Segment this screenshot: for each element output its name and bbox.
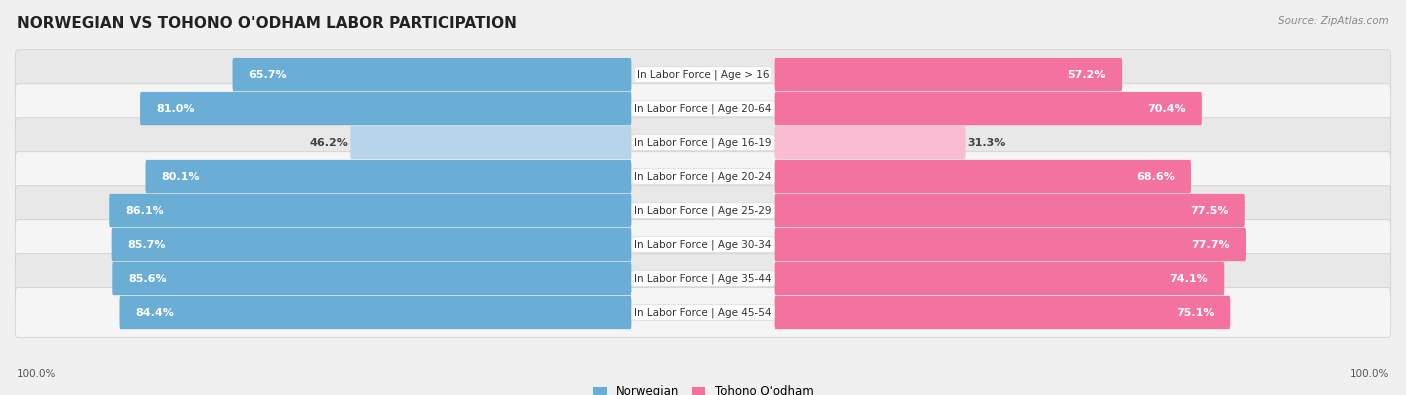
Text: 31.3%: 31.3% — [967, 137, 1007, 148]
FancyBboxPatch shape — [15, 118, 1391, 167]
Text: 65.7%: 65.7% — [249, 70, 287, 79]
Text: In Labor Force | Age 16-19: In Labor Force | Age 16-19 — [634, 137, 772, 148]
Text: 80.1%: 80.1% — [162, 171, 200, 182]
FancyBboxPatch shape — [15, 84, 1391, 134]
Text: 74.1%: 74.1% — [1170, 273, 1208, 284]
Text: 75.1%: 75.1% — [1175, 308, 1215, 318]
Text: 77.7%: 77.7% — [1191, 239, 1230, 250]
Text: 68.6%: 68.6% — [1136, 171, 1175, 182]
FancyBboxPatch shape — [15, 50, 1391, 100]
Legend: Norwegian, Tohono O'odham: Norwegian, Tohono O'odham — [592, 385, 814, 395]
FancyBboxPatch shape — [15, 254, 1391, 303]
FancyBboxPatch shape — [775, 262, 1225, 295]
FancyBboxPatch shape — [15, 152, 1391, 201]
Text: In Labor Force | Age 25-29: In Labor Force | Age 25-29 — [634, 205, 772, 216]
Text: 84.4%: 84.4% — [135, 308, 174, 318]
FancyBboxPatch shape — [775, 228, 1246, 261]
Text: 81.0%: 81.0% — [156, 103, 194, 114]
Text: 100.0%: 100.0% — [17, 369, 56, 379]
Text: 86.1%: 86.1% — [125, 205, 165, 216]
Text: 85.7%: 85.7% — [128, 239, 166, 250]
FancyBboxPatch shape — [775, 126, 966, 159]
FancyBboxPatch shape — [110, 194, 631, 227]
FancyBboxPatch shape — [145, 160, 631, 193]
Text: In Labor Force | Age 35-44: In Labor Force | Age 35-44 — [634, 273, 772, 284]
FancyBboxPatch shape — [350, 126, 631, 159]
Text: Source: ZipAtlas.com: Source: ZipAtlas.com — [1278, 16, 1389, 26]
Text: NORWEGIAN VS TOHONO O'ODHAM LABOR PARTICIPATION: NORWEGIAN VS TOHONO O'ODHAM LABOR PARTIC… — [17, 16, 517, 31]
FancyBboxPatch shape — [15, 288, 1391, 337]
Text: In Labor Force | Age 45-54: In Labor Force | Age 45-54 — [634, 307, 772, 318]
FancyBboxPatch shape — [112, 262, 631, 295]
FancyBboxPatch shape — [15, 220, 1391, 269]
FancyBboxPatch shape — [232, 58, 631, 91]
Text: 57.2%: 57.2% — [1067, 70, 1107, 79]
Text: 77.5%: 77.5% — [1191, 205, 1229, 216]
Text: 100.0%: 100.0% — [1350, 369, 1389, 379]
FancyBboxPatch shape — [120, 296, 631, 329]
Text: 70.4%: 70.4% — [1147, 103, 1185, 114]
Text: In Labor Force | Age > 16: In Labor Force | Age > 16 — [637, 70, 769, 80]
FancyBboxPatch shape — [775, 160, 1191, 193]
FancyBboxPatch shape — [111, 228, 631, 261]
FancyBboxPatch shape — [775, 58, 1122, 91]
FancyBboxPatch shape — [775, 194, 1244, 227]
FancyBboxPatch shape — [15, 186, 1391, 235]
FancyBboxPatch shape — [775, 92, 1202, 125]
Text: In Labor Force | Age 20-64: In Labor Force | Age 20-64 — [634, 103, 772, 114]
Text: 85.6%: 85.6% — [128, 273, 167, 284]
Text: In Labor Force | Age 20-24: In Labor Force | Age 20-24 — [634, 171, 772, 182]
Text: In Labor Force | Age 30-34: In Labor Force | Age 30-34 — [634, 239, 772, 250]
FancyBboxPatch shape — [141, 92, 631, 125]
FancyBboxPatch shape — [775, 296, 1230, 329]
Text: 46.2%: 46.2% — [309, 137, 349, 148]
